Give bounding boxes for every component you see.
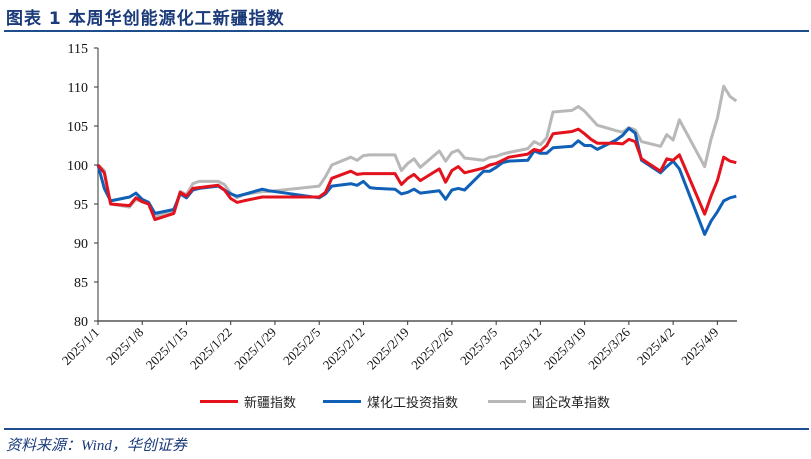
- x-tick-label: 2025/2/12: [320, 325, 368, 373]
- legend-label: 国企改革指数: [532, 396, 611, 411]
- legend-item-coal-chem: 煤化工投资指数: [323, 392, 458, 411]
- chart-title: 图表 1 本周华创能源化工新疆指数: [6, 9, 285, 29]
- legend-swatch-red: [200, 400, 238, 403]
- legend-swatch-gray: [488, 400, 526, 403]
- title-divider: [4, 30, 809, 32]
- legend-item-soe-reform: 国企改革指数: [488, 392, 610, 411]
- legend-swatch-blue: [323, 400, 361, 403]
- x-tick-label: 2025/3/26: [585, 324, 633, 372]
- x-tick-label: 2025/2/19: [364, 325, 412, 373]
- y-tick-label: 90: [74, 237, 88, 252]
- x-tick-label: 2025/1/22: [187, 325, 235, 373]
- series-line-1: [96, 126, 737, 236]
- x-tick-label: 2025/1/15: [143, 325, 191, 373]
- y-tick-label: 105: [67, 120, 88, 135]
- x-tick-label: 2025/1/1: [59, 325, 102, 368]
- x-tick-label: 2025/1/8: [103, 325, 146, 368]
- x-tick-label: 2025/1/29: [231, 325, 279, 373]
- legend-item-xinjiang: 新疆指数: [200, 392, 296, 411]
- x-tick-label: 2025/4/2: [634, 325, 677, 368]
- chart-legend: 新疆指数 煤化工投资指数 国企改革指数: [0, 392, 811, 412]
- chart-lines: [96, 84, 738, 236]
- y-tick-label: 100: [67, 159, 88, 174]
- legend-label: 新疆指数: [244, 396, 297, 411]
- series-line-2: [97, 84, 738, 218]
- y-tick-label: 80: [74, 315, 88, 330]
- y-tick-label: 95: [74, 198, 88, 213]
- y-tick-label: 85: [74, 276, 88, 291]
- x-tick-label: 2025/2/5: [280, 325, 323, 368]
- x-tick-label: 2025/2/26: [408, 324, 456, 372]
- y-tick-label: 110: [68, 81, 88, 96]
- source-note: 资料来源：Wind，华创证券: [6, 438, 187, 454]
- x-tick-label: 2025/3/12: [497, 325, 545, 373]
- y-tick-label: 115: [68, 42, 88, 57]
- legend-label: 煤化工投资指数: [367, 396, 459, 411]
- x-tick-label: 2025/4/9: [678, 325, 721, 368]
- series-line-0: [96, 127, 737, 222]
- x-tick-label: 2025/3/19: [541, 325, 589, 373]
- x-tick-label: 2025/3/5: [457, 325, 500, 368]
- footer-divider: [4, 428, 809, 430]
